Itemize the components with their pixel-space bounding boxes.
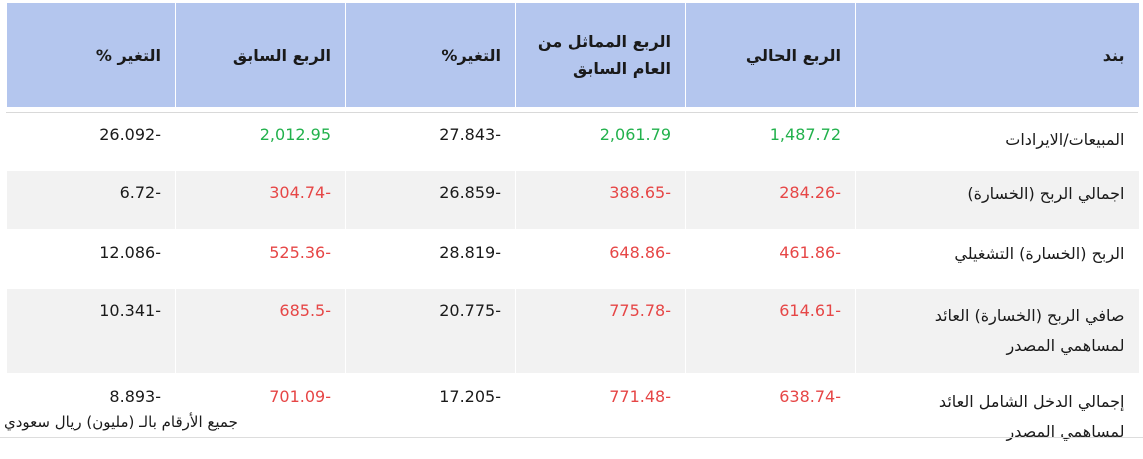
change-pct-1-value: 28.819- [345,229,516,289]
row-item: الربح (الخسارة) التشغيلي [855,229,1139,289]
previous-quarter-value: 701.09- [175,373,346,459]
same-quarter-last-year-value: 775.78- [515,289,686,373]
same-quarter-last-year-value: 388.65- [515,171,686,229]
table-row: صافي الربح (الخسارة) العائد لمساهمي المص… [6,289,1139,373]
previous-quarter-value: 2,012.95 [175,107,346,171]
header-change-pct-1: التغير% [345,3,516,107]
change-pct-1-value: 26.859- [345,171,516,229]
footer-divider [0,437,1143,438]
change-pct-2-value: 6.72- [6,171,176,229]
same-quarter-last-year-value: 771.48- [515,373,686,459]
change-pct-2-value: 8.893- [6,373,176,459]
current-quarter-value: 461.86- [685,229,856,289]
change-pct-2-value: 26.092- [6,107,176,171]
table-header-row: بند الربع الحالي الربع المماثل من العام … [6,3,1139,107]
row-item: المبيعات/الايرادات [855,107,1139,171]
row-item: اجمالي الربح (الخسارة) [855,171,1139,229]
row-item: إجمالي الدخل الشامل العائد لمساهمي المصد… [855,373,1139,459]
header-previous-quarter: الربع السابق [175,3,346,107]
change-pct-1-value: 17.205- [345,373,516,459]
financial-results-table-container: بند الربع الحالي الربع المماثل من العام … [6,3,1139,459]
change-pct-2-value: 10.341- [6,289,176,373]
header-divider [6,112,1138,113]
header-same-quarter-last-year: الربع المماثل من العام السابق [515,3,686,107]
footnote: جميع الأرقام بالـ (مليون) ريال سعودي [4,413,238,431]
change-pct-1-value: 27.843- [345,107,516,171]
change-pct-1-value: 20.775- [345,289,516,373]
previous-quarter-value: 685.5- [175,289,346,373]
header-item: بند [855,3,1139,107]
current-quarter-value: 284.26- [685,171,856,229]
table-row: اجمالي الربح (الخسارة) 284.26- 388.65- 2… [6,171,1139,229]
current-quarter-value: 614.61- [685,289,856,373]
previous-quarter-value: 525.36- [175,229,346,289]
same-quarter-last-year-value: 2,061.79 [515,107,686,171]
table-row: إجمالي الدخل الشامل العائد لمساهمي المصد… [6,373,1139,459]
current-quarter-value: 638.74- [685,373,856,459]
table-row: المبيعات/الايرادات 1,487.72 2,061.79 27.… [6,107,1139,171]
previous-quarter-value: 304.74- [175,171,346,229]
current-quarter-value: 1,487.72 [685,107,856,171]
row-item: صافي الربح (الخسارة) العائد لمساهمي المص… [855,289,1139,373]
table-row: الربح (الخسارة) التشغيلي 461.86- 648.86-… [6,229,1139,289]
header-change-pct-2: التغير % [6,3,176,107]
financial-results-table: بند الربع الحالي الربع المماثل من العام … [6,3,1139,459]
header-current-quarter: الربع الحالي [685,3,856,107]
same-quarter-last-year-value: 648.86- [515,229,686,289]
change-pct-2-value: 12.086- [6,229,176,289]
